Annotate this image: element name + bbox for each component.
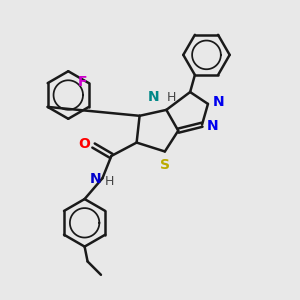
Text: S: S [160,158,170,172]
Text: N: N [148,90,160,104]
Text: H: H [105,175,114,188]
Text: H: H [167,91,176,104]
Text: N: N [206,119,218,133]
Text: F: F [78,75,87,88]
Text: N: N [212,95,224,110]
Text: O: O [79,137,91,151]
Text: N: N [89,172,101,186]
